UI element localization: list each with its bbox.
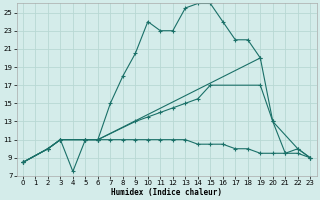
X-axis label: Humidex (Indice chaleur): Humidex (Indice chaleur) xyxy=(111,188,222,197)
